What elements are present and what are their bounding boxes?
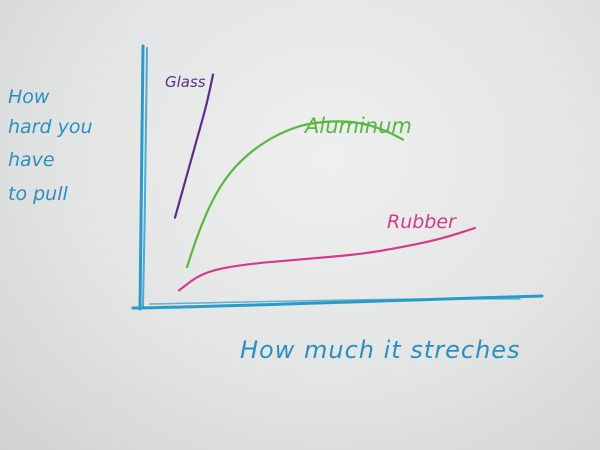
y-axis-overstroke xyxy=(142,47,148,307)
y-axis-label-line-2: hard you xyxy=(8,116,93,138)
x-axis-label: How much it streches xyxy=(240,336,521,364)
x-axis-overstroke xyxy=(149,298,521,305)
series-line-aluminum xyxy=(185,120,405,269)
series-layer xyxy=(173,73,477,292)
y-axis-label-line-3: have xyxy=(8,149,55,171)
y-axis-label-line-1: How xyxy=(8,86,50,108)
series-line-rubber xyxy=(177,226,477,292)
series-label-glass: Glass xyxy=(165,73,206,91)
y-axis-label-line-4: to pull xyxy=(8,183,68,205)
series-label-rubber: Rubber xyxy=(387,211,457,233)
series-line-glass xyxy=(173,73,215,219)
x-axis xyxy=(131,294,544,310)
series-label-aluminum: Aluminum xyxy=(303,114,412,138)
y-axis xyxy=(138,44,145,311)
